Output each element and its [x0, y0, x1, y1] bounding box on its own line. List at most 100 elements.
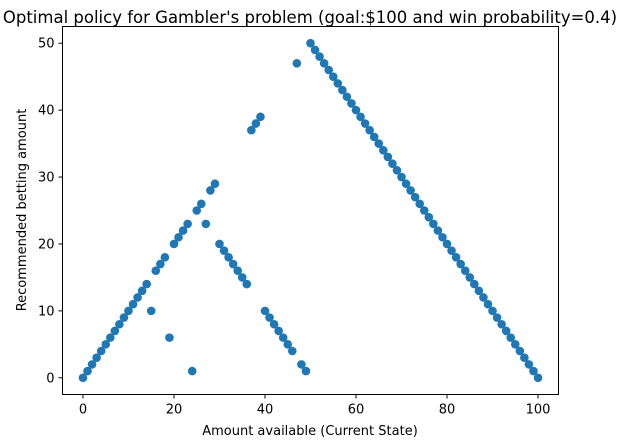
x-tick-label: 0: [79, 403, 87, 418]
data-point: [105, 333, 115, 342]
data-point: [224, 253, 233, 262]
data-point: [178, 226, 188, 235]
data-point: [506, 333, 516, 342]
y-tick-label: 40: [38, 104, 55, 119]
y-tick-label: 20: [38, 237, 55, 252]
y-axis-label: Recommended betting amount: [15, 109, 30, 312]
data-point: [265, 313, 274, 322]
data-point: [196, 199, 206, 209]
data-point: [419, 206, 429, 215]
data-point: [470, 279, 479, 289]
data-points: [78, 38, 543, 383]
data-point: [392, 166, 402, 175]
data-point: [233, 266, 242, 276]
data-point: [283, 340, 293, 349]
data-point: [465, 273, 475, 282]
y-tick-label: 10: [38, 304, 55, 319]
data-point: [328, 72, 338, 81]
data-point: [433, 226, 443, 235]
data-point: [501, 326, 511, 336]
data-point: [165, 333, 174, 342]
data-point: [210, 179, 220, 189]
data-point: [101, 340, 111, 349]
data-point: [488, 306, 497, 316]
data-point: [383, 152, 393, 162]
data-point: [201, 219, 211, 229]
x-axis: 0 20 40 60 80 100: [79, 394, 551, 418]
x-tick-label: 80: [439, 403, 456, 418]
data-point: [424, 212, 434, 222]
data-point: [524, 360, 534, 369]
data-point: [533, 373, 543, 383]
data-point: [260, 306, 270, 316]
data-point: [78, 373, 88, 383]
data-point: [347, 99, 356, 108]
data-point: [242, 279, 252, 289]
data-point: [137, 286, 147, 296]
data-point: [515, 346, 525, 356]
data-point: [319, 59, 329, 68]
data-point: [324, 65, 334, 75]
x-tick-label: 60: [348, 403, 365, 418]
data-point: [447, 246, 456, 255]
y-tick-label: 30: [38, 171, 55, 186]
data-point: [215, 239, 224, 249]
data-point: [369, 132, 379, 142]
y-tick-label: 50: [38, 37, 55, 52]
x-axis-label: Amount available (Current State): [202, 424, 418, 439]
data-point: [388, 159, 397, 168]
data-point: [146, 306, 156, 316]
data-point: [247, 125, 256, 135]
data-point: [219, 246, 229, 255]
data-point: [438, 232, 447, 242]
data-point: [115, 319, 124, 329]
data-point: [492, 313, 502, 322]
data-point: [156, 259, 165, 269]
data-point: [333, 79, 343, 88]
data-point: [351, 105, 361, 115]
data-point: [292, 59, 302, 68]
data-point: [342, 92, 352, 102]
data-point: [460, 266, 470, 276]
data-point: [160, 253, 170, 262]
data-point: [192, 206, 202, 215]
data-point: [92, 353, 101, 363]
data-point: [529, 366, 538, 376]
x-tick-label: 20: [166, 403, 183, 418]
data-point: [274, 326, 283, 336]
x-tick-label: 40: [257, 403, 274, 418]
data-point: [83, 366, 92, 376]
x-tick-label: 100: [526, 403, 551, 418]
data-point: [151, 266, 161, 276]
data-point: [269, 319, 279, 329]
data-point: [237, 273, 247, 282]
data-point: [124, 306, 133, 316]
chart-title: Optimal policy for Gambler's problem (go…: [3, 8, 617, 27]
data-point: [119, 313, 129, 322]
data-point: [315, 52, 324, 61]
data-point: [183, 219, 192, 229]
data-point: [110, 326, 120, 336]
data-point: [520, 353, 529, 363]
y-tick-label: 0: [46, 371, 54, 386]
data-point: [497, 319, 506, 329]
data-point: [483, 299, 493, 309]
data-point: [87, 360, 97, 369]
data-point: [479, 293, 488, 302]
plot-frame: [62, 26, 559, 395]
data-point: [410, 192, 420, 202]
data-point: [360, 119, 370, 128]
data-point: [287, 346, 297, 356]
data-point: [142, 279, 151, 289]
data-point: [278, 333, 288, 342]
data-point: [397, 172, 406, 182]
data-point: [451, 253, 461, 262]
data-point: [429, 219, 438, 229]
data-point: [338, 85, 347, 95]
data-point: [374, 139, 384, 148]
data-point: [415, 199, 425, 209]
data-point: [365, 125, 374, 135]
data-point: [356, 112, 365, 122]
data-point: [96, 346, 106, 356]
